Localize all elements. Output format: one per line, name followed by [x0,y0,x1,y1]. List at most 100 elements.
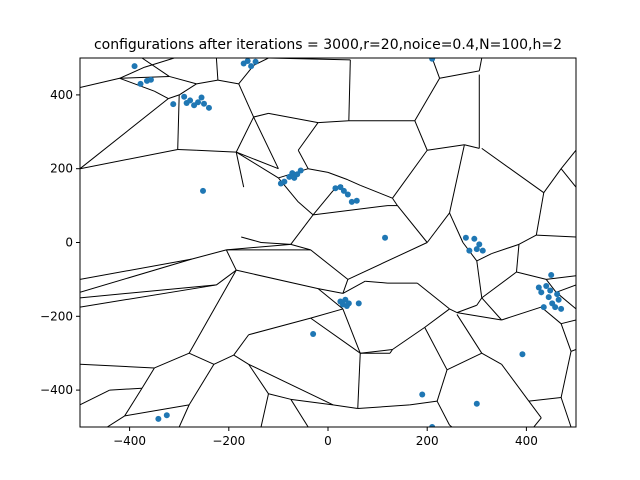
voronoi-edge [308,168,329,173]
voronoi-edge [119,75,170,79]
scatter-point [345,300,352,307]
voronoi-edge [409,400,438,406]
voronoi-edge [392,149,428,199]
voronoi-edge [360,184,393,199]
scatter-point [538,289,545,296]
voronoi-edge [80,258,192,280]
voronoi-edge [261,242,291,245]
y-tick-label: −400 [40,383,73,397]
voronoi-edge [456,314,483,354]
voronoi-edge [191,249,227,260]
scatter-point [473,400,480,407]
voronoi-edge [555,284,576,293]
voronoi-edge [546,275,576,280]
voronoi-edge [312,190,334,216]
y-tick-label: 0 [65,236,73,250]
scatter-point [479,247,486,254]
voronoi-edge [297,122,319,151]
voronoi-edge [481,352,502,365]
x-tick-label: 0 [324,434,332,448]
voronoi-edge [357,353,361,409]
voronoi-edge [236,151,279,170]
voronoi-edge [226,243,291,251]
voronoi-edge [216,269,237,286]
scatter-point [252,58,259,65]
voronoi-edge [342,280,366,294]
voronoi-edge [290,399,309,427]
voronoi-edge [313,205,388,216]
scatter-point [462,234,469,241]
voronoi-edge [365,280,388,284]
voronoi-edge [318,120,349,124]
scatter-point [540,304,547,311]
scatter-point [201,100,207,107]
scatter-point [281,178,288,185]
scatter-points [131,58,565,427]
voronoi-edge [416,282,450,310]
voronoi-edge [235,151,279,179]
voronoi-edge [347,179,361,186]
scatter-point [340,187,347,194]
voronoi-edge [124,404,190,417]
voronoi-edge [119,77,155,92]
scatter-point [519,351,526,358]
scatter-point [555,296,562,303]
scatter-point [547,287,554,294]
scatter-point [466,247,473,254]
voronoi-edge [124,387,143,417]
voronoi-edge [119,66,145,79]
voronoi-edge [268,393,291,400]
scatter-point [353,197,360,204]
voronoi-edge [476,260,483,298]
scatter-point [289,170,296,177]
scatter-point [244,58,251,64]
voronoi-edge [449,144,465,214]
x-tick-label: −200 [212,434,245,448]
voronoi-edge [414,120,428,151]
voronoi-edge [439,70,480,79]
voronoi-edge [528,396,562,402]
scatter-point [155,415,162,422]
voronoi-edge [456,304,477,314]
scatter-point [548,271,555,278]
voronoi-edge [424,308,450,328]
voronoi-edge [570,349,576,352]
scatter-point [476,241,483,248]
voronoi-edge [177,94,180,150]
voronoi-edge [501,306,542,321]
voronoi-edge [464,144,480,149]
voronoi-edge [310,308,344,319]
scatter-point [344,191,351,198]
scatter-point [558,305,565,312]
voronoi-edge [478,58,483,72]
voronoi-edge [215,58,219,81]
voronoi-edge [560,397,572,427]
voronoi-edge [178,404,190,427]
voronoi-edge [449,308,458,314]
voronoi-edge [235,151,245,188]
voronoi-edge [107,415,125,427]
voronoi-edge [481,271,517,299]
voronoi-edge [141,58,170,77]
voronoi-edge [456,312,502,321]
voronoi-edge [80,284,217,308]
x-tick-label: −400 [113,434,146,448]
scatter-point [248,63,255,70]
scatter-point [429,424,436,427]
voronoi-edge [347,242,428,280]
voronoi-edge [397,205,428,243]
voronoi-edge [536,234,576,238]
voronoi-edge [414,78,441,121]
scatter-point [170,101,177,108]
scatter-point [382,234,389,241]
voronoi-edge [317,288,344,310]
voronoi-edge [248,363,269,395]
voronoi-edge [516,271,547,280]
voronoi-edge [332,404,358,410]
voronoi-edge [389,349,393,354]
voronoi-edge [310,249,349,280]
voronoi-edge [481,147,545,194]
voronoi-edge [217,79,239,85]
scatter-point [137,80,144,87]
scatter-point [429,58,436,62]
